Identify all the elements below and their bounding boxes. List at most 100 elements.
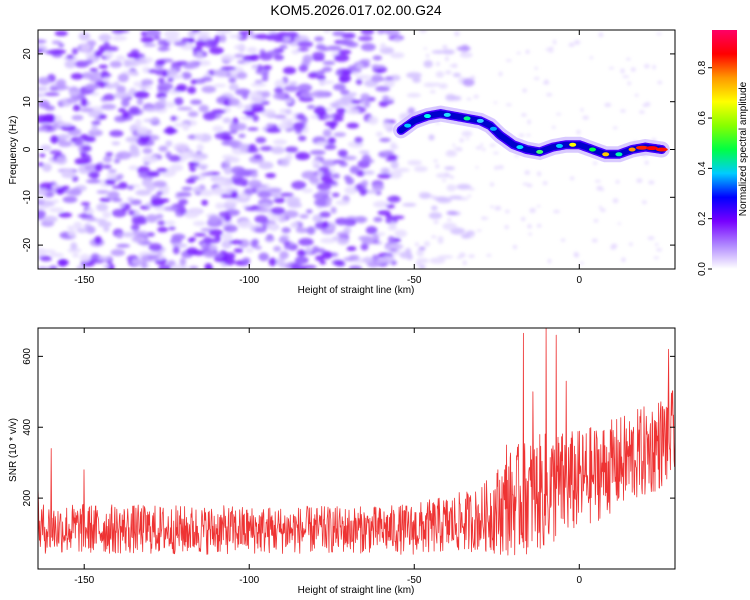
- noise-blob: [386, 204, 395, 209]
- noise-blob: [142, 155, 158, 164]
- noise-blob: [190, 207, 202, 214]
- noise-blob: [102, 211, 112, 219]
- noise-blob: [387, 154, 398, 160]
- noise-blob: [111, 197, 123, 203]
- noise-blob: [228, 98, 240, 106]
- noise-blob: [55, 79, 67, 88]
- noise-blob: [235, 88, 251, 96]
- ridge-hotspot: [645, 146, 658, 151]
- noise-blob: [525, 49, 530, 54]
- noise-blob: [221, 135, 234, 141]
- snr-frame: [37, 327, 676, 570]
- noise-blob: [379, 137, 391, 143]
- noise-blob: [71, 47, 79, 55]
- noise-blob: [96, 203, 109, 212]
- noise-blob: [62, 196, 78, 203]
- noise-blob: [338, 49, 352, 55]
- ridge-hotspot: [463, 116, 471, 121]
- noise-blob: [73, 221, 83, 230]
- noise-blob: [179, 257, 187, 266]
- noise-blob: [208, 229, 224, 237]
- noise-blob: [516, 52, 521, 55]
- noise-blob: [187, 37, 195, 44]
- noise-blob: [364, 189, 379, 194]
- noise-blob: [340, 70, 353, 76]
- noise-blob: [452, 63, 458, 68]
- noise-blob: [247, 127, 259, 131]
- noise-blob: [209, 245, 218, 251]
- noise-blob: [310, 114, 319, 119]
- noise-blob: [268, 188, 282, 193]
- noise-blob: [85, 179, 102, 184]
- noise-blob: [165, 126, 176, 135]
- noise-blob: [598, 205, 603, 209]
- noise-blob: [165, 36, 181, 44]
- noise-blob: [345, 108, 360, 115]
- noise-blob: [521, 113, 527, 117]
- noise-blob: [306, 226, 316, 235]
- noise-blob: [317, 171, 324, 177]
- noise-blob: [58, 122, 73, 127]
- noise-blob: [178, 150, 195, 160]
- noise-blob: [480, 143, 484, 147]
- noise-blob: [260, 109, 277, 117]
- noise-blob: [415, 261, 422, 266]
- noise-blob: [105, 151, 114, 157]
- noise-blob: [414, 242, 420, 247]
- figure-title: KOM5.2026.017.02.00.G24: [270, 2, 441, 18]
- noise-blob: [204, 263, 213, 269]
- snr-y-tick-label: 200: [22, 489, 33, 506]
- colorbar-tick-label: 0.2: [697, 211, 708, 225]
- noise-blob: [94, 218, 107, 223]
- noise-blob: [311, 90, 328, 98]
- noise-blob: [211, 109, 227, 114]
- noise-blob: [126, 52, 139, 59]
- noise-blob: [326, 45, 342, 51]
- noise-blob: [89, 68, 99, 73]
- noise-blob: [156, 167, 168, 173]
- noise-blob: [372, 234, 380, 242]
- noise-blob: [138, 172, 148, 179]
- noise-blob: [316, 182, 332, 191]
- noise-blob: [254, 227, 267, 233]
- noise-blob: [384, 76, 394, 81]
- noise-blob: [236, 71, 248, 80]
- noise-blob: [280, 157, 290, 167]
- noise-blob: [352, 216, 368, 223]
- spectrogram-y-tick-label: -10: [22, 190, 33, 205]
- noise-blob: [57, 259, 70, 266]
- noise-blob: [283, 85, 299, 92]
- noise-blob: [85, 225, 96, 234]
- noise-blob: [527, 119, 531, 125]
- noise-blob: [142, 179, 154, 188]
- ridge-hotspot: [555, 143, 563, 148]
- noise-blob: [166, 69, 178, 76]
- noise-blob: [358, 35, 373, 42]
- noise-blob: [461, 233, 471, 239]
- noise-blob: [319, 80, 335, 85]
- noise-blob: [66, 54, 75, 59]
- noise-blob: [336, 107, 347, 114]
- noise-blob: [351, 99, 360, 104]
- noise-blob: [67, 247, 82, 253]
- noise-blob: [81, 144, 92, 152]
- noise-blob: [339, 74, 352, 83]
- noise-blob: [221, 240, 232, 249]
- noise-blob: [435, 61, 440, 67]
- noise-blob: [654, 243, 659, 246]
- noise-blob: [396, 167, 410, 173]
- noise-blob: [444, 172, 450, 177]
- noise-blob: [77, 213, 94, 218]
- noise-blob: [214, 34, 221, 43]
- noise-blob: [176, 191, 192, 197]
- noise-blob: [274, 114, 287, 119]
- noise-blob: [141, 260, 148, 269]
- noise-blob: [242, 257, 251, 264]
- noise-blob: [193, 221, 206, 227]
- noise-blob: [38, 205, 49, 210]
- noise-blob: [270, 146, 285, 155]
- noise-blob: [229, 121, 236, 131]
- noise-blob: [187, 161, 200, 167]
